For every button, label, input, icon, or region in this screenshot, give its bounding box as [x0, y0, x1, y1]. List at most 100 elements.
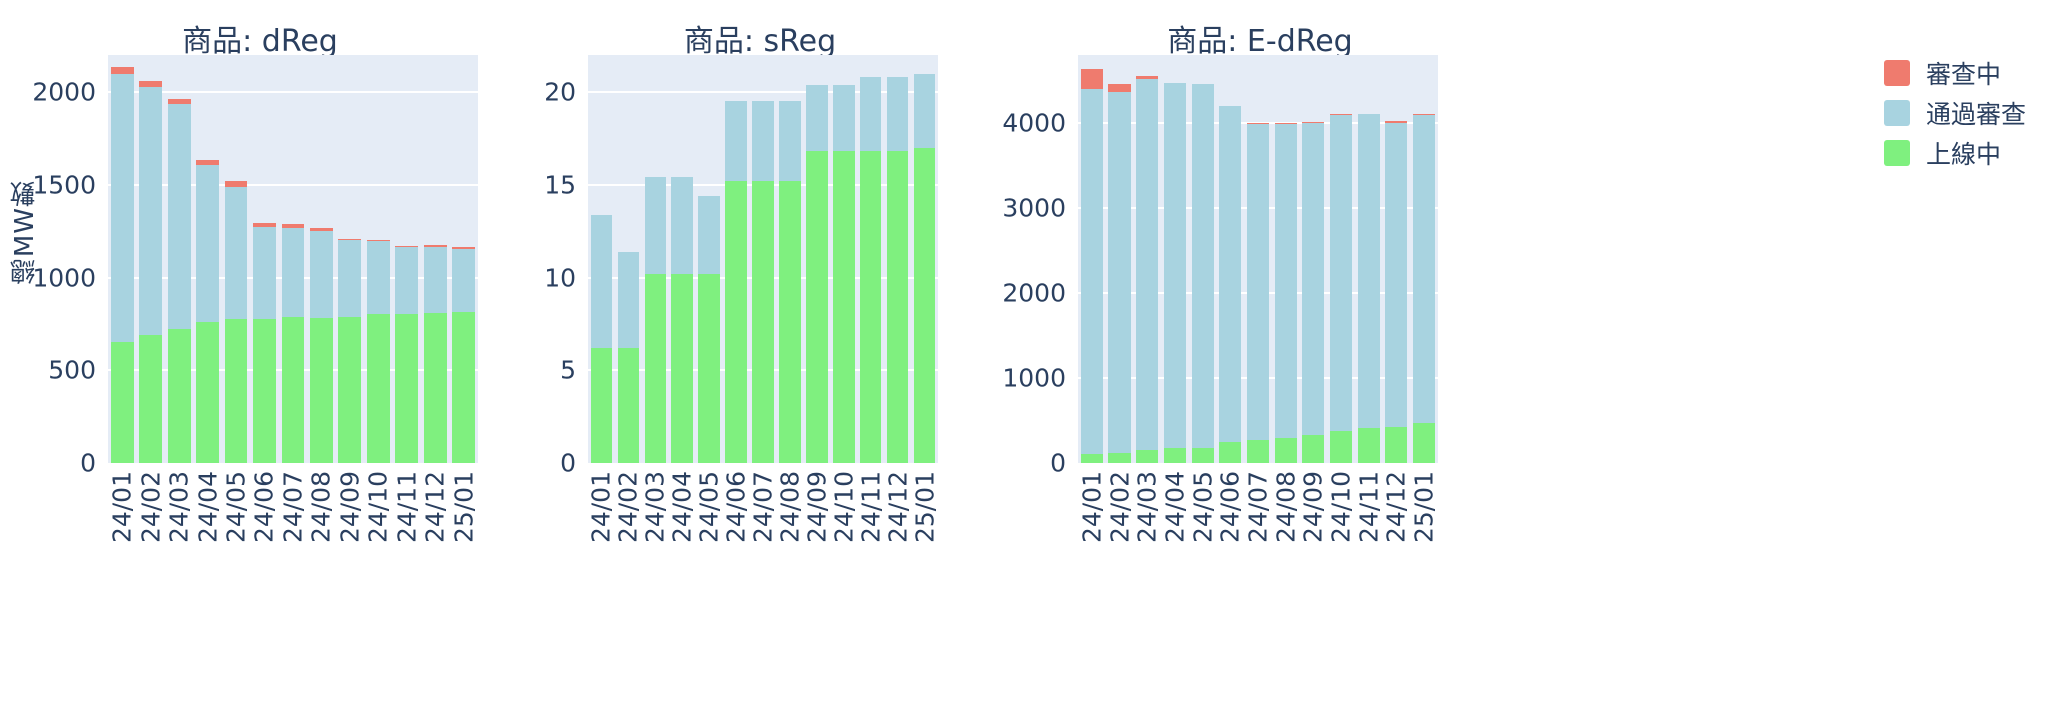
stacked-bar[interactable]: [139, 80, 163, 463]
legend-item-online[interactable]: 上線中: [1884, 136, 2026, 170]
stacked-bar[interactable]: [1274, 123, 1297, 463]
stacked-bar[interactable]: [1136, 76, 1159, 463]
bar-segment-approved[interactable]: [423, 246, 447, 313]
bar-segment-approved[interactable]: [139, 86, 163, 336]
bar-column[interactable]: 24/06: [722, 55, 751, 543]
bar-segment-approved[interactable]: [1385, 123, 1408, 428]
bar-column[interactable]: 24/05: [222, 55, 251, 543]
bar-segment-approved[interactable]: [281, 228, 305, 318]
stacked-bar[interactable]: [590, 214, 613, 463]
bar-segment-online[interactable]: [1191, 447, 1214, 463]
bar-column[interactable]: 24/06: [1216, 55, 1245, 543]
bar-segment-approved[interactable]: [224, 186, 248, 320]
bar-segment-online[interactable]: [1108, 452, 1131, 463]
stacked-bar[interactable]: [913, 73, 936, 463]
bar-column[interactable]: 24/06: [250, 55, 279, 543]
stacked-bar[interactable]: [452, 246, 476, 463]
bar-segment-approved[interactable]: [1219, 105, 1242, 442]
stacked-bar[interactable]: [423, 245, 447, 463]
bar-segment-approved[interactable]: [671, 177, 693, 274]
bar-segment-online[interactable]: [886, 151, 909, 463]
bar-column[interactable]: 25/01: [910, 55, 939, 543]
bar-column[interactable]: 25/01: [1410, 55, 1439, 543]
bar-column[interactable]: 24/01: [108, 55, 137, 543]
bar-column[interactable]: 24/07: [1243, 55, 1272, 543]
bar-column[interactable]: 24/10: [829, 55, 858, 543]
bar-column[interactable]: 24/03: [1133, 55, 1162, 543]
bar-segment-approved[interactable]: [1357, 113, 1380, 429]
bar-segment-online[interactable]: [644, 273, 667, 463]
legend-item-approved[interactable]: 通過審查: [1884, 96, 2026, 130]
stacked-bar[interactable]: [1108, 83, 1131, 463]
bar-segment-reviewing[interactable]: [1246, 122, 1270, 124]
bar-segment-reviewing[interactable]: [253, 222, 276, 228]
bar-segment-approved[interactable]: [590, 214, 613, 349]
bar-segment-reviewing[interactable]: [423, 245, 447, 247]
stacked-bar[interactable]: [110, 67, 134, 463]
bar-segment-online[interactable]: [366, 313, 390, 463]
bar-segment-online[interactable]: [110, 341, 134, 463]
bar-column[interactable]: 24/09: [802, 55, 831, 543]
bar-segment-online[interactable]: [779, 181, 801, 463]
bar-column[interactable]: 24/07: [748, 55, 777, 543]
bar-segment-approved[interactable]: [806, 84, 828, 152]
bar-segment-reviewing[interactable]: [395, 246, 419, 247]
bar-segment-approved[interactable]: [644, 177, 667, 274]
bar-segment-reviewing[interactable]: [1108, 83, 1131, 92]
bar-column[interactable]: 24/04: [1160, 55, 1189, 543]
stacked-bar[interactable]: [366, 239, 390, 463]
bar-segment-approved[interactable]: [1191, 84, 1214, 448]
stacked-bar[interactable]: [806, 84, 828, 463]
bar-column[interactable]: 24/04: [193, 55, 222, 543]
bar-column[interactable]: 24/12: [1382, 55, 1411, 543]
bar-segment-online[interactable]: [167, 329, 191, 463]
bar-segment-reviewing[interactable]: [139, 80, 163, 87]
bar-segment-approved[interactable]: [886, 77, 909, 152]
bar-column[interactable]: 25/01: [449, 55, 478, 543]
bar-segment-reviewing[interactable]: [1302, 122, 1325, 124]
stacked-bar[interactable]: [395, 246, 419, 463]
bar-column[interactable]: 24/11: [1354, 55, 1383, 543]
bar-column[interactable]: 24/09: [1299, 55, 1328, 543]
bar-column[interactable]: 24/02: [1105, 55, 1134, 543]
bar-segment-reviewing[interactable]: [1080, 69, 1103, 90]
bar-column[interactable]: 24/02: [136, 55, 165, 543]
bar-segment-online[interactable]: [590, 348, 613, 463]
bar-segment-approved[interactable]: [253, 227, 276, 320]
bar-segment-approved[interactable]: [110, 73, 134, 342]
bar-segment-reviewing[interactable]: [452, 246, 476, 249]
bar-column[interactable]: 24/07: [278, 55, 307, 543]
bar-segment-approved[interactable]: [913, 73, 936, 148]
bar-segment-approved[interactable]: [1163, 83, 1186, 449]
stacked-bar[interactable]: [779, 101, 801, 463]
bar-segment-approved[interactable]: [617, 251, 640, 349]
bar-segment-reviewing[interactable]: [1413, 113, 1436, 116]
bar-segment-online[interactable]: [338, 317, 362, 463]
bar-segment-online[interactable]: [1329, 431, 1353, 463]
stacked-bar[interactable]: [725, 101, 747, 463]
bar-segment-online[interactable]: [310, 318, 333, 463]
stacked-bar[interactable]: [832, 84, 855, 463]
stacked-bar[interactable]: [196, 159, 219, 463]
stacked-bar[interactable]: [224, 181, 248, 463]
bar-segment-approved[interactable]: [196, 165, 219, 323]
bar-column[interactable]: 24/01: [1077, 55, 1106, 543]
stacked-bar[interactable]: [281, 223, 305, 463]
bar-column[interactable]: 24/05: [695, 55, 724, 543]
bar-column[interactable]: 24/12: [421, 55, 450, 543]
stacked-bar[interactable]: [671, 177, 693, 463]
bar-segment-online[interactable]: [139, 335, 163, 463]
bar-segment-approved[interactable]: [310, 231, 333, 319]
stacked-bar[interactable]: [752, 101, 774, 463]
bar-column[interactable]: 24/08: [1271, 55, 1300, 543]
bar-segment-approved[interactable]: [452, 248, 476, 312]
bar-segment-online[interactable]: [1246, 440, 1270, 463]
stacked-bar[interactable]: [1219, 105, 1242, 463]
bar-segment-reviewing[interactable]: [338, 238, 362, 241]
bar-segment-online[interactable]: [423, 312, 447, 463]
bar-segment-online[interactable]: [752, 181, 774, 463]
stacked-bar[interactable]: [338, 238, 362, 463]
bar-segment-online[interactable]: [859, 151, 882, 463]
bar-segment-approved[interactable]: [395, 246, 419, 314]
bar-segment-online[interactable]: [224, 319, 248, 463]
